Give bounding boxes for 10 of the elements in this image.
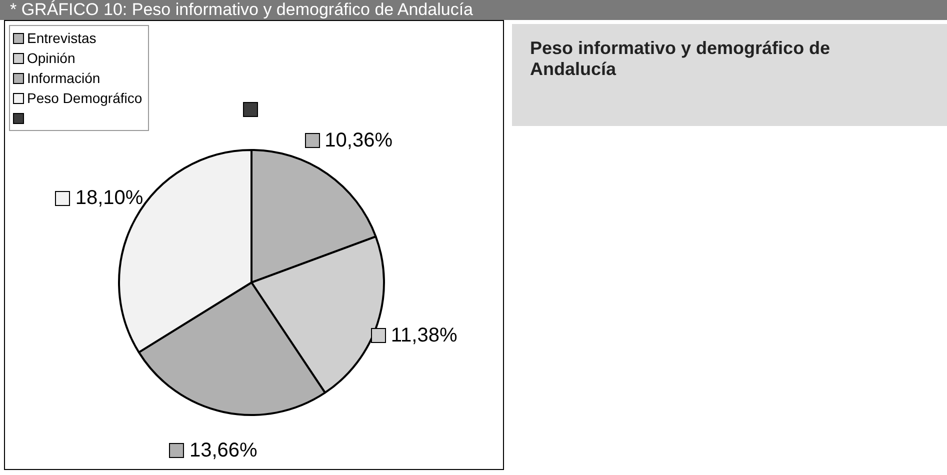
data-label: 11,38%: [390, 324, 458, 346]
data-label: 13,66%: [189, 440, 258, 462]
legend-label: Entrevistas: [27, 30, 96, 46]
legend-label: Información: [27, 70, 100, 86]
data-label: 10,36%: [324, 129, 393, 152]
text: Peso informativo y demográfico de Andalucía: [530, 38, 832, 80]
data-label: 18,10%: [75, 187, 144, 210]
chart-title: * GRÁFICO 10: Peso informativo y demográfico de Andalucía: [0, 0, 947, 20]
legend-label: Opinión: [27, 50, 76, 66]
legend-label: Peso Demográfico: [27, 90, 142, 106]
